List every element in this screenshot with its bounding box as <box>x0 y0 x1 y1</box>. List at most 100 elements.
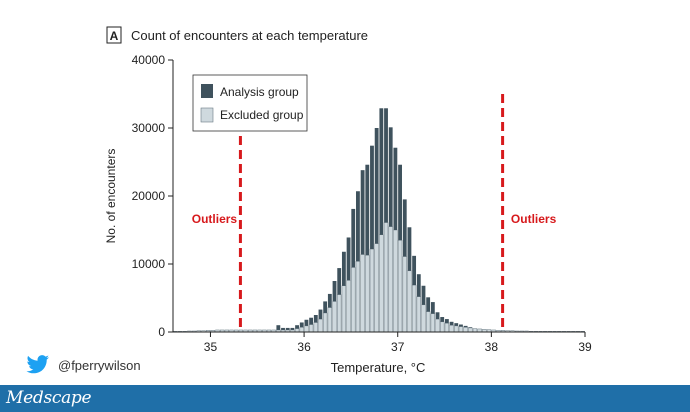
bars-layer <box>173 108 585 333</box>
bar-analysis <box>299 322 304 328</box>
bar-excluded <box>454 325 459 333</box>
bar-excluded <box>411 284 417 333</box>
bar-excluded <box>407 270 412 333</box>
bar-excluded <box>337 294 342 333</box>
bar-excluded <box>402 256 407 333</box>
bar-analysis <box>444 319 449 324</box>
bar-excluded <box>369 248 375 333</box>
x-tick-label: 37 <box>391 340 405 354</box>
legend-swatch-excluded <box>200 107 214 123</box>
y-axis-label: No. of encounters <box>104 149 118 244</box>
bar-analysis <box>281 327 285 330</box>
bar-excluded <box>393 229 398 333</box>
bar-analysis <box>285 327 290 330</box>
bar-excluded <box>416 296 421 333</box>
bar-analysis <box>440 317 445 322</box>
legend-label-analysis: Analysis group <box>220 85 299 99</box>
bar-analysis <box>370 145 374 250</box>
bar-excluded <box>294 328 300 333</box>
bar-analysis <box>360 170 365 255</box>
bar-excluded <box>327 307 333 333</box>
bar-excluded <box>304 325 309 333</box>
bar-analysis <box>459 324 463 327</box>
bar-excluded <box>351 267 356 333</box>
x-tick-label: 38 <box>485 340 499 354</box>
bar-analysis <box>435 312 440 320</box>
bar-analysis <box>449 321 454 326</box>
bar-analysis <box>463 325 468 328</box>
bar-excluded <box>383 222 389 333</box>
bar-analysis <box>388 127 393 227</box>
bar-analysis <box>318 309 323 320</box>
outlier-annotations: Outliers Outliers <box>192 94 557 332</box>
bar-analysis <box>379 108 384 235</box>
bar-excluded <box>444 322 450 333</box>
y-tick-label: 20000 <box>132 189 166 203</box>
x-axis-label: Temperature, °C <box>331 360 426 375</box>
bar-excluded <box>379 234 384 333</box>
bar-analysis <box>356 191 360 262</box>
x-tick-label: 39 <box>578 340 592 354</box>
bar-excluded <box>360 254 365 333</box>
y-tick-label: 10000 <box>132 257 166 271</box>
bar-analysis <box>276 325 281 330</box>
x-tick-label: 35 <box>204 340 218 354</box>
bar-analysis <box>323 301 328 313</box>
bar-analysis <box>393 147 398 230</box>
bar-analysis <box>332 281 337 302</box>
twitter-bird-icon <box>26 355 49 374</box>
bar-analysis <box>304 319 309 326</box>
bar-excluded <box>322 312 328 333</box>
bar-excluded <box>440 321 445 333</box>
bar-analysis <box>313 315 318 323</box>
bar-analysis <box>416 274 421 297</box>
bar-analysis <box>426 297 431 312</box>
bar-analysis <box>421 285 426 305</box>
bar-excluded <box>458 326 464 333</box>
bar-excluded <box>397 239 403 333</box>
twitter-handle: @fperrywilson <box>58 357 141 373</box>
temperature-histogram: A Count of encounters at each temperatur… <box>104 26 592 375</box>
bar-analysis <box>341 251 346 286</box>
bar-analysis <box>327 293 332 308</box>
outlier-label: Outliers <box>192 212 238 226</box>
medscape-logo: Medscape <box>6 388 92 408</box>
bar-excluded <box>308 324 314 333</box>
x-tick-label: 36 <box>297 340 311 354</box>
bar-excluded <box>346 280 351 333</box>
bar-excluded <box>299 326 304 333</box>
bar-excluded <box>463 326 468 333</box>
bar-excluded <box>341 285 347 333</box>
y-tick-label: 30000 <box>132 121 166 135</box>
bar-analysis <box>351 208 356 268</box>
bar-excluded <box>374 243 379 333</box>
panel-label-box <box>106 26 122 44</box>
bar-analysis <box>454 323 459 326</box>
y-tick-label: 40000 <box>132 53 166 67</box>
bar-analysis <box>295 325 299 329</box>
bar-analysis <box>346 237 351 281</box>
twitter-credit: @fperrywilson <box>26 355 141 375</box>
bar-excluded <box>355 261 361 333</box>
bar-analysis <box>309 317 314 325</box>
bar-excluded <box>435 318 440 333</box>
bar-analysis <box>337 268 342 295</box>
bar-excluded <box>468 327 473 333</box>
bar-excluded <box>425 311 431 333</box>
bar-excluded <box>430 313 436 333</box>
panel-label: A <box>110 29 119 43</box>
bar-excluded <box>472 328 478 333</box>
bar-excluded <box>313 322 318 333</box>
axes: 0 10000 20000 30000 40000 35 36 37 38 39 <box>132 53 592 354</box>
bar-analysis <box>290 327 295 330</box>
bar-analysis <box>374 128 379 244</box>
bar-analysis <box>412 255 417 286</box>
legend-box <box>192 74 308 132</box>
bar-excluded <box>388 226 393 333</box>
chart-title: Count of encounters at each temperature <box>131 28 368 43</box>
bar-analysis <box>365 164 370 256</box>
legend-swatch-analysis <box>201 84 213 98</box>
outlier-label: Outliers <box>511 212 557 226</box>
bar-excluded <box>449 324 454 333</box>
bar-excluded <box>365 254 370 333</box>
